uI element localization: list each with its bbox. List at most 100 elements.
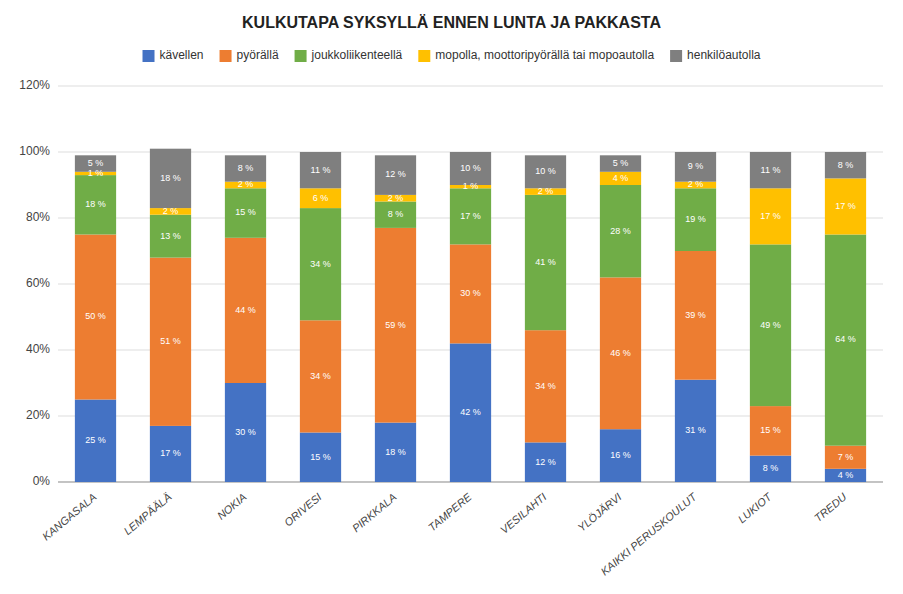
data-label: 7 % [838,452,854,462]
bar-segment [525,330,566,442]
data-label: 41 % [535,257,556,267]
x-tick-label: LUKIOT [736,490,775,526]
x-tick-label: NOKIA [215,491,249,522]
legend: kävellen pyörällä joukkoliikenteellä mopoll… [143,48,761,62]
data-label: 49 % [760,320,781,330]
bar-segment [750,456,791,482]
data-label: 44 % [235,305,256,315]
data-label: 4 % [838,470,854,480]
data-label: 17 % [835,201,856,211]
legend-item: henkilöautolla [670,48,761,62]
chart-title: KULKUTAPA SYKSYLLÄ ENNEN LUNTA JA PAKKAS… [242,14,661,31]
y-tick-label: 80% [26,210,50,224]
data-label: 12 % [385,169,406,179]
data-label: 8 % [838,160,854,170]
data-label: 51 % [160,336,181,346]
data-label: 39 % [685,310,706,320]
data-label: 8 % [238,163,254,173]
data-label: 64 % [835,334,856,344]
data-label: 1 % [463,181,479,191]
data-label: 17 % [160,448,181,458]
data-label: 15 % [235,207,256,217]
y-tick-label: 120% [19,78,50,92]
legend-label: kävellen [160,48,204,62]
bar-segment [450,244,491,343]
series [75,343,866,482]
data-label: 2 % [538,186,554,196]
grid-line [58,86,883,87]
y-tick-label: 100% [19,144,50,158]
data-label: 8 % [763,463,779,473]
data-label: 6 % [313,193,329,203]
bar-segment [750,244,791,406]
y-tick-label: 60% [26,276,50,290]
bars [75,149,866,482]
data-labels: 25 %17 %30 %15 %18 %42 %12 %16 %31 %8 %4… [85,158,856,480]
x-tick-label: KANGASALA [40,491,99,543]
data-label: 18 % [385,447,406,457]
legend-swatch [295,50,307,62]
data-label: 25 % [85,435,106,445]
x-tick-label: TREDU [812,491,849,525]
bar-segment [600,185,641,277]
data-label: 16 % [610,450,631,460]
data-label: 34 % [535,381,556,391]
bar-segment [600,172,641,185]
bar-segment [150,149,191,208]
series [75,228,866,469]
data-label: 10 % [460,163,481,173]
data-label: 9 % [688,161,704,171]
bar-segment [600,277,641,429]
legend-label: joukkoliikenteellä [311,48,403,62]
x-tick-label: VESILAHTI [498,491,549,536]
bar-segment [525,155,566,188]
bar-segment [750,406,791,456]
data-label: 17 % [760,211,781,221]
legend-item: joukkoliikenteellä [295,48,403,62]
bar-segment [750,188,791,244]
legend-item: pyörällä [220,48,279,62]
bar-segment [225,383,266,482]
legend-label: henkilöautolla [687,48,761,62]
legend-swatch [143,50,155,62]
data-label: 5 % [613,158,629,168]
data-label: 15 % [760,425,781,435]
data-label: 50 % [85,311,106,321]
data-label: 19 % [685,214,706,224]
bar-segment [300,152,341,188]
x-tick-label: KAIKKI PERUSKOULUT [598,490,699,578]
data-label: 18 % [160,173,181,183]
data-label: 28 % [610,226,631,236]
data-label: 31 % [685,425,706,435]
data-label: 34 % [310,259,331,269]
grid [58,86,883,482]
bar-segment [825,446,866,469]
bar-segment [75,235,116,400]
data-label: 2 % [388,193,404,203]
series [75,149,866,208]
data-label: 34 % [310,371,331,381]
series [75,175,866,446]
series [75,172,866,245]
data-label: 12 % [535,457,556,467]
bar-segment [75,175,116,234]
data-label: 1 % [88,168,104,178]
chart: KULKUTAPA SYKSYLLÄ ENNEN LUNTA JA PAKKAS… [0,0,903,594]
legend-swatch [220,50,232,62]
bar-segment [600,429,641,482]
data-label: 4 % [613,173,629,183]
x-tick-label: LEMPÄÄLÄ [121,491,173,538]
x-tick-label: PIRKKALA [350,491,399,535]
bar-segment [300,188,341,208]
bar-segment [675,188,716,251]
bar-segment [825,152,866,178]
data-label: 42 % [460,407,481,417]
bar-segment [375,423,416,482]
legend-label: mopolla, moottoripyörällä tai mopoautoll… [435,48,654,62]
bar-segment [300,208,341,320]
bar-segment [675,152,716,182]
bar-segment [375,202,416,228]
bar-segment [525,195,566,330]
bar-segment [150,258,191,426]
bar-segment [825,178,866,234]
